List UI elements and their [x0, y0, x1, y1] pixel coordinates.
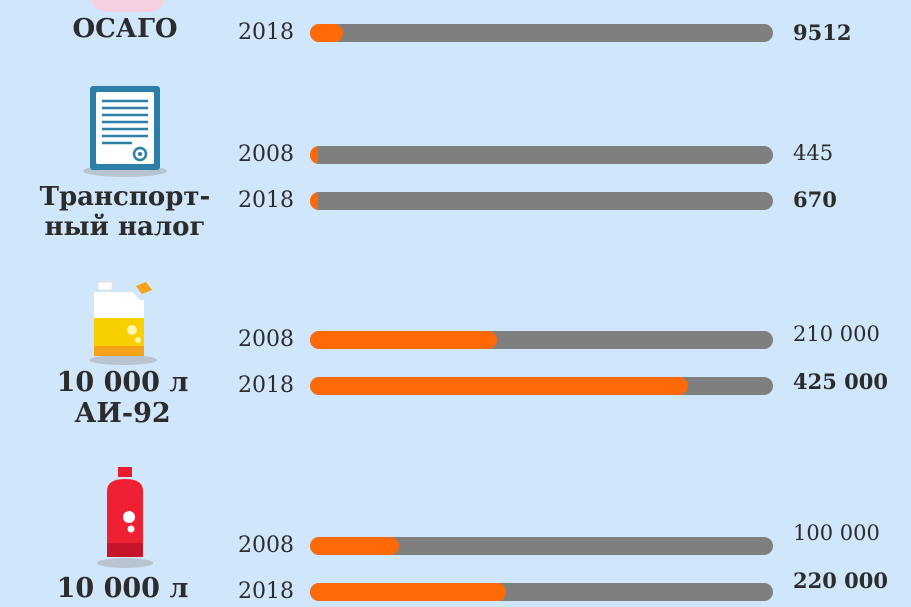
gas-cylinder-icon — [97, 467, 153, 568]
bar-fill — [310, 24, 343, 42]
bar-track — [310, 146, 773, 164]
value-label: 210 000 — [793, 322, 880, 346]
bar-track — [310, 24, 773, 42]
bar-track — [310, 537, 773, 555]
value-label: 100 000 — [793, 521, 880, 545]
category-label-line: Транспорт- — [39, 182, 211, 212]
year-label: 2018 — [238, 20, 294, 45]
year-label: 2018 — [238, 188, 294, 213]
bar-track — [310, 377, 773, 395]
value-label: 445 — [793, 141, 834, 165]
bar-fill — [310, 146, 318, 164]
category-label-gas: 10 000 л — [30, 573, 215, 604]
category-label-line: 10 000 л — [56, 367, 189, 398]
bar-fill — [310, 537, 400, 555]
category-label-line: АИ-92 — [74, 398, 171, 430]
value-label: 425 000 — [793, 369, 888, 394]
category-label-transport-tax: Транспорт- ный налог — [20, 182, 230, 243]
bar-fill — [310, 583, 506, 601]
category-label-ai92: 10 000 л АИ-92 — [30, 367, 215, 429]
year-label: 2018 — [238, 373, 294, 398]
category-label-line: 10 000 л — [56, 573, 189, 604]
bar-track — [310, 331, 773, 349]
document-icon — [83, 86, 167, 177]
category-label-line: ный налог — [44, 211, 206, 242]
bar-track — [310, 583, 773, 601]
year-label: 2008 — [238, 142, 294, 167]
bar-track — [310, 192, 773, 210]
value-label: 9512 — [793, 20, 852, 45]
year-label: 2008 — [238, 327, 294, 352]
value-label: 670 — [793, 187, 837, 212]
fuel-canister-icon — [89, 281, 157, 365]
year-label: 2008 — [238, 533, 294, 558]
category-label-osago: ОСАГО — [72, 14, 178, 44]
year-label: 2018 — [238, 579, 294, 604]
value-label: 220 000 — [793, 568, 888, 593]
insurance-icon — [92, 0, 164, 12]
bar-fill — [310, 192, 318, 210]
bar-fill — [310, 377, 689, 395]
bar-fill — [310, 331, 497, 349]
